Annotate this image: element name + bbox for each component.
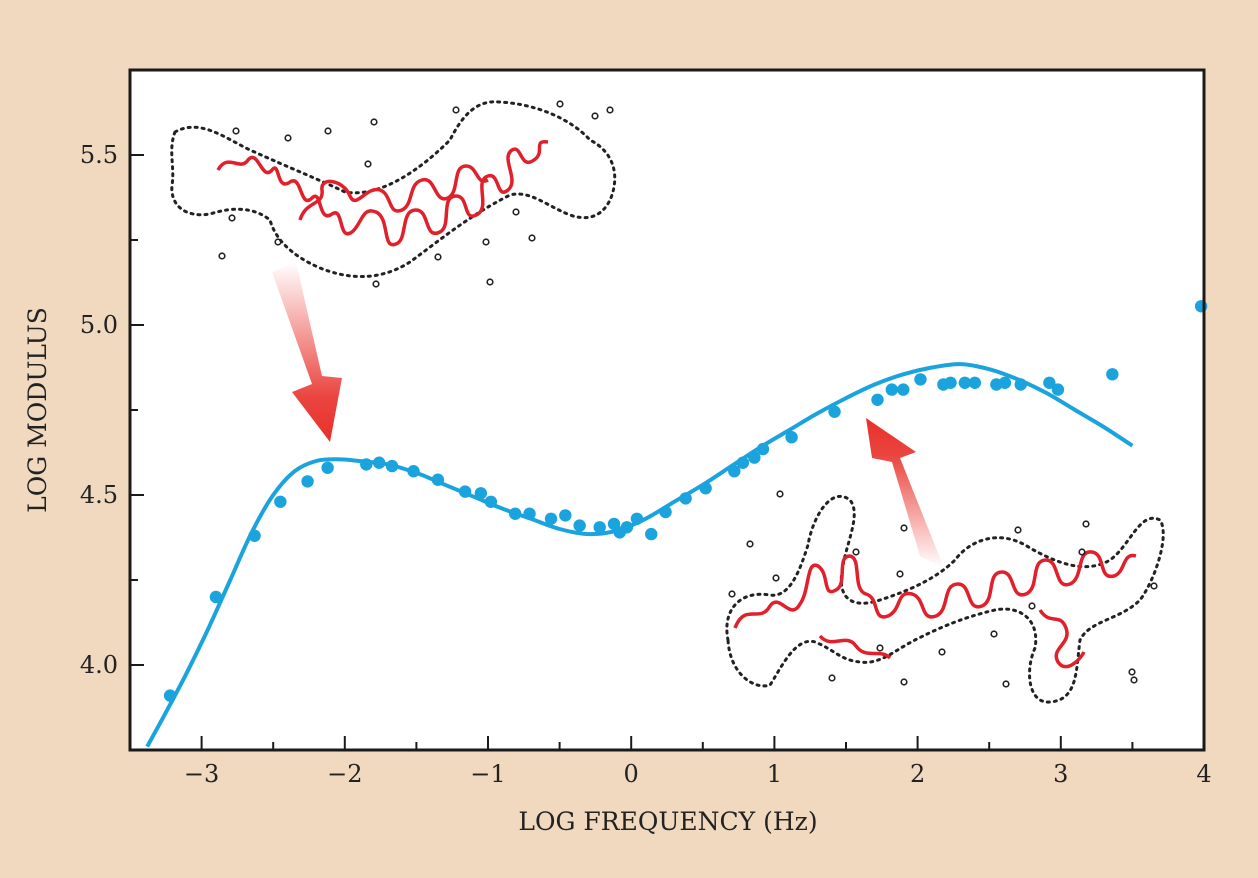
chain-strand-top xyxy=(216,140,549,247)
y-axis-title: LOG MODULUS xyxy=(23,307,52,513)
data-point xyxy=(748,451,761,464)
x-tick-label: 2 xyxy=(910,760,925,788)
chain-tube-outline-top xyxy=(170,100,617,279)
data-point xyxy=(1106,368,1119,381)
data-point xyxy=(523,507,536,520)
data-point xyxy=(372,456,386,469)
chain-strand-top-b xyxy=(298,164,489,221)
x-tick-label: 3 xyxy=(1053,760,1068,788)
data-point xyxy=(431,473,445,486)
data-points xyxy=(163,300,1208,702)
data-point xyxy=(944,376,957,389)
chain-tube-outline-bottom xyxy=(725,495,1165,704)
data-point xyxy=(163,689,177,702)
data-point xyxy=(1014,378,1027,391)
y-tick-label: 4.0 xyxy=(80,651,118,679)
data-point xyxy=(593,521,606,534)
data-point xyxy=(679,492,692,505)
x-tick-label: 0 xyxy=(624,760,639,788)
data-point xyxy=(914,373,927,386)
data-point xyxy=(544,512,558,525)
data-point xyxy=(871,393,884,406)
data-point xyxy=(407,465,420,478)
data-point xyxy=(559,509,572,522)
data-point xyxy=(209,590,223,604)
data-point xyxy=(897,383,910,396)
data-point xyxy=(458,485,472,498)
data-point xyxy=(828,405,841,418)
y-tick-label: 5.0 xyxy=(80,311,118,339)
solvent-dots xyxy=(218,100,1158,688)
data-point xyxy=(728,465,741,478)
arrow-down-icon xyxy=(272,262,342,442)
data-point xyxy=(509,507,522,520)
plot-area xyxy=(130,70,1204,750)
x-axis-title: LOG FREQUENCY (Hz) xyxy=(518,807,817,836)
data-point xyxy=(573,519,586,532)
polymer-chain-illustration-top xyxy=(170,100,617,279)
data-point xyxy=(620,521,634,534)
data-point xyxy=(756,442,770,456)
data-point xyxy=(385,459,399,473)
chain-strand-bottom xyxy=(733,550,1137,629)
data-point xyxy=(785,431,798,444)
y-tick-label: 4.5 xyxy=(80,481,118,509)
data-point xyxy=(736,456,750,469)
data-point xyxy=(474,487,488,500)
plot-frame xyxy=(128,68,1206,752)
data-point xyxy=(248,529,261,542)
data-point xyxy=(321,461,334,474)
chain-strand-bottom-b xyxy=(818,608,1086,669)
data-point xyxy=(968,376,982,389)
arrow-up-icon xyxy=(866,418,944,568)
data-point xyxy=(484,495,498,508)
data-point xyxy=(998,376,1012,389)
x-tick-label: −2 xyxy=(327,760,362,788)
y-tick-label: 5.5 xyxy=(80,141,118,169)
data-point xyxy=(630,512,644,525)
x-tick-label: 4 xyxy=(1196,760,1211,788)
data-point xyxy=(301,475,314,488)
x-tick-label: −1 xyxy=(470,760,505,788)
data-point xyxy=(645,527,658,541)
fit-curve xyxy=(145,362,1134,748)
data-point xyxy=(1051,383,1065,396)
polymer-chain-illustration-bottom xyxy=(725,495,1165,704)
data-point xyxy=(699,482,712,495)
data-point xyxy=(958,376,972,389)
x-tick-label: −3 xyxy=(184,760,219,788)
x-tick-label: 1 xyxy=(767,760,782,788)
data-point xyxy=(659,505,672,519)
data-point xyxy=(360,458,373,471)
data-point xyxy=(885,383,899,396)
data-point xyxy=(1043,376,1056,389)
data-point xyxy=(274,495,287,508)
tick-labels: −3 −2 −1 0 1 2 3 4 4.0 4.5 5.0 5.5 xyxy=(80,141,1212,788)
